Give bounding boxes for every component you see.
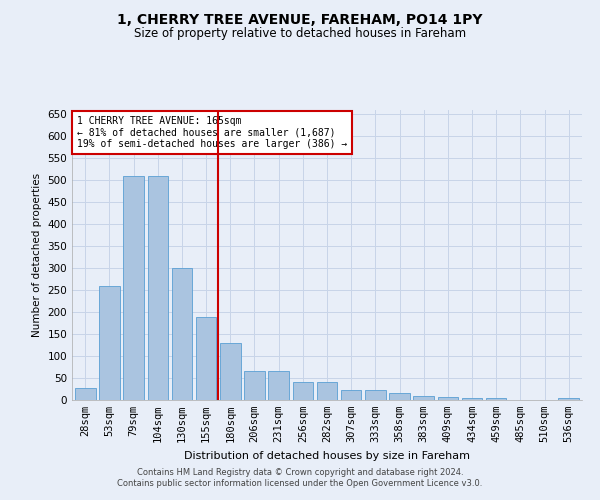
Bar	[99, 286, 120, 400]
Bar	[413, 396, 434, 400]
Bar	[220, 343, 241, 400]
Text: Size of property relative to detached houses in Fareham: Size of property relative to detached ho…	[134, 28, 466, 40]
Bar	[486, 398, 506, 400]
Bar	[268, 372, 289, 400]
Text: 1 CHERRY TREE AVENUE: 165sqm
← 81% of detached houses are smaller (1,687)
19% of: 1 CHERRY TREE AVENUE: 165sqm ← 81% of de…	[77, 116, 347, 149]
Y-axis label: Number of detached properties: Number of detached properties	[32, 173, 42, 337]
Bar	[244, 372, 265, 400]
Bar	[293, 382, 313, 400]
Bar	[148, 176, 168, 400]
Bar	[341, 390, 361, 400]
Bar	[172, 268, 192, 400]
X-axis label: Distribution of detached houses by size in Fareham: Distribution of detached houses by size …	[184, 450, 470, 460]
Bar	[365, 390, 386, 400]
Bar	[196, 316, 217, 400]
Bar	[559, 398, 579, 400]
Bar	[437, 397, 458, 400]
Bar	[124, 176, 144, 400]
Text: Contains HM Land Registry data © Crown copyright and database right 2024.
Contai: Contains HM Land Registry data © Crown c…	[118, 468, 482, 487]
Bar	[389, 394, 410, 400]
Text: 1, CHERRY TREE AVENUE, FAREHAM, PO14 1PY: 1, CHERRY TREE AVENUE, FAREHAM, PO14 1PY	[117, 12, 483, 26]
Bar	[317, 382, 337, 400]
Bar	[75, 388, 95, 400]
Bar	[462, 398, 482, 400]
